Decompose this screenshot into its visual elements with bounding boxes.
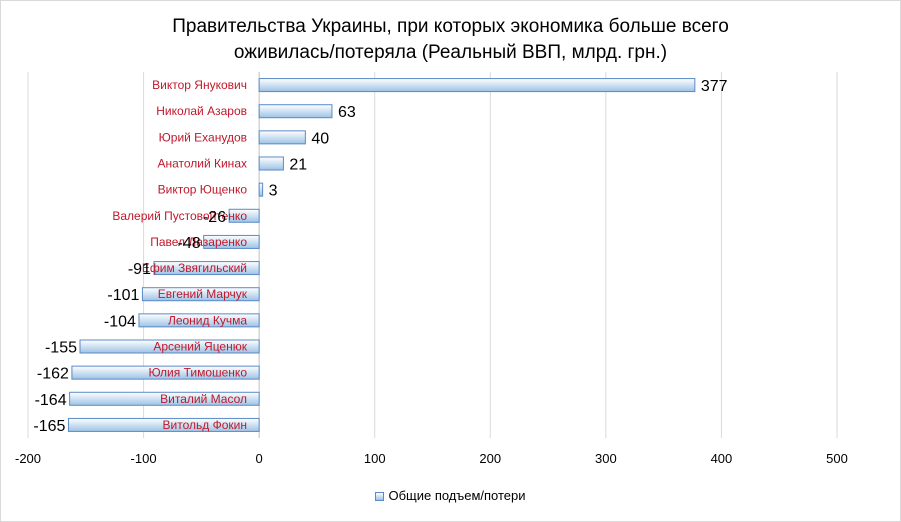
x-tick-label-1: -100 — [131, 451, 157, 466]
category-label-8: Евгений Марчук — [158, 287, 248, 301]
data-label-7: -91 — [128, 261, 151, 278]
bar-12 — [69, 391, 260, 406]
category-label-10: Арсений Яценюк — [153, 340, 247, 354]
bar-4 — [258, 182, 264, 197]
x-tick-label-0: -200 — [15, 451, 41, 466]
data-label-0: 377 — [701, 78, 728, 95]
category-labels: Виктор Янукович Николай Азаров Юрий Ехануд… — [112, 78, 247, 432]
category-label-0: Виктор Янукович — [152, 78, 247, 92]
bar-13 — [67, 417, 260, 432]
bar-10 — [79, 339, 260, 354]
legend-swatch — [375, 492, 385, 502]
legend-label: Общие подъем/потери — [388, 488, 526, 503]
category-label-5: Валерий Пустовойтенко — [112, 209, 247, 223]
category-label-4: Виктор Ющенко — [158, 183, 248, 197]
bar-3 — [258, 156, 284, 171]
x-tick-label-6: 400 — [711, 451, 733, 466]
x-tick-label-3: 100 — [364, 451, 386, 466]
x-tick-label-2: 0 — [256, 451, 263, 466]
x-tick-label-7: 500 — [826, 451, 848, 466]
data-label-10: -155 — [45, 340, 77, 357]
category-label-9: Леонид Кучма — [168, 313, 247, 327]
data-label-11: -162 — [37, 366, 69, 383]
legend: Общие подъем/потери — [0, 488, 901, 503]
x-tick-label-4: 200 — [479, 451, 501, 466]
data-label-13: -165 — [33, 418, 65, 435]
data-label-6: -48 — [178, 235, 201, 252]
bar-9 — [138, 313, 260, 328]
category-label-2: Юрий Еханудов — [159, 130, 247, 144]
data-label-5: -26 — [203, 209, 226, 226]
x-tick-label-5: 300 — [595, 451, 617, 466]
category-label-13: Витольд Фокин — [163, 418, 247, 432]
data-label-12: -164 — [35, 392, 67, 409]
bar-2 — [258, 130, 306, 145]
data-label-1: 63 — [338, 104, 356, 121]
data-label-2: 40 — [311, 130, 329, 147]
grid-lines — [27, 72, 838, 438]
category-label-11: Юлия Тимошенко — [148, 366, 247, 380]
data-label-4: 3 — [269, 183, 278, 200]
data-label-9: -104 — [104, 313, 136, 330]
bar-6 — [203, 234, 260, 249]
data-label-8: -101 — [107, 287, 139, 304]
bar-8 — [141, 287, 260, 302]
category-label-1: Николай Азаров — [156, 104, 247, 118]
bars — [67, 78, 696, 432]
bar-0 — [258, 78, 696, 93]
category-label-6: Павел Лазаренко — [150, 235, 247, 249]
category-label-7: Ефим Звягильский — [142, 261, 247, 275]
bar-1 — [258, 104, 333, 119]
chart-title: Правительства Украины, при которых эконо… — [172, 16, 729, 63]
data-label-3: 21 — [289, 157, 307, 174]
category-label-12: Виталий Масол — [160, 392, 247, 406]
bar-7 — [153, 261, 260, 276]
bar-11 — [71, 365, 260, 380]
x-axis-tick-labels: -200 -100 0 100 200 300 400 500 — [15, 451, 848, 466]
bar-5 — [228, 208, 260, 223]
category-label-3: Анатолий Кинах — [157, 157, 247, 171]
